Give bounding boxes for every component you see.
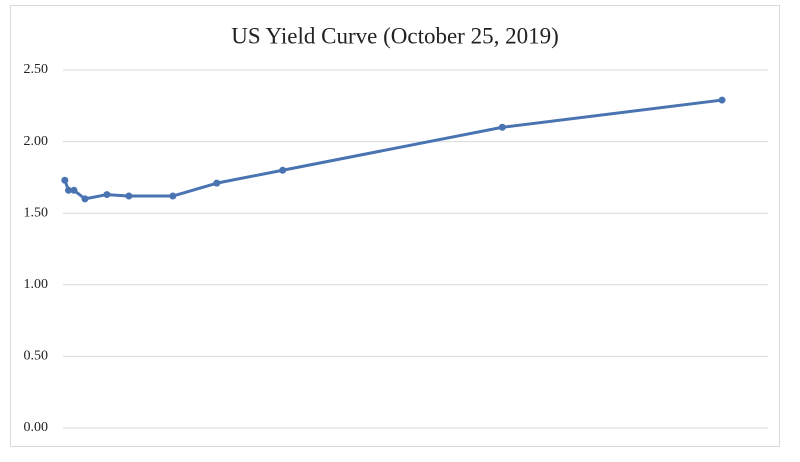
- chart-title: US Yield Curve (October 25, 2019): [231, 23, 558, 48]
- data-point: [279, 166, 287, 174]
- data-point: [125, 192, 133, 200]
- y-tick-label: 1.00: [24, 277, 49, 292]
- data-point: [498, 123, 506, 131]
- data-point: [213, 179, 221, 187]
- data-point: [169, 192, 177, 200]
- chart-frame: [10, 5, 780, 447]
- y-tick-label: 0.00: [24, 420, 49, 435]
- data-point: [61, 176, 69, 184]
- y-tick-label: 2.50: [24, 62, 49, 77]
- data-point: [64, 186, 72, 194]
- y-tick-label: 1.50: [24, 205, 49, 220]
- data-point: [81, 195, 89, 203]
- data-point: [70, 186, 78, 194]
- data-point: [718, 96, 726, 104]
- y-tick-label: 0.50: [24, 349, 49, 364]
- data-point: [103, 191, 111, 199]
- y-tick-label: 2.00: [24, 134, 49, 149]
